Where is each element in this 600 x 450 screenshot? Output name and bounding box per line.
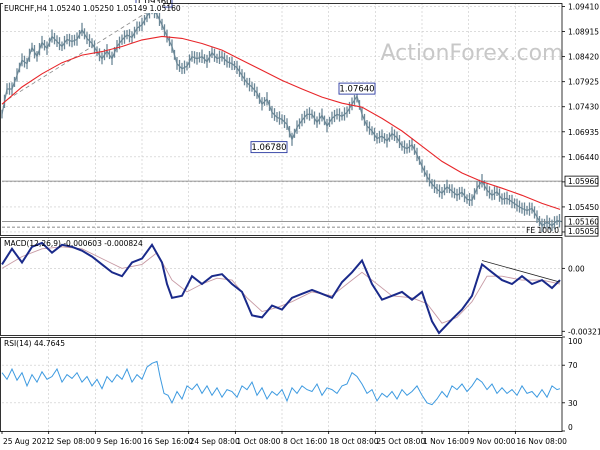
y-tick-label: 1.07430 <box>568 103 599 112</box>
price-label-text: 1.07640 <box>339 85 374 95</box>
x-tick-label: 1 Oct 08:00 <box>236 437 280 446</box>
y-tick-label: 30 <box>568 399 578 408</box>
x-tick-label: 1 Nov 16:00 <box>423 437 469 446</box>
x-tick-label: 25 Oct 08:00 <box>376 437 425 446</box>
price-panel-frame <box>0 3 563 236</box>
macd-panel: 0.00 -0.003211 MACD(12,26,9) -0.000603 -0.… <box>0 237 600 336</box>
x-tick-label: 8 Oct 16:00 <box>283 437 327 446</box>
y-tick-label: 1.06935 <box>568 128 599 137</box>
axis-price-tag-text: 1.05050 <box>568 227 599 236</box>
price-line <box>1 8 563 227</box>
rsi-panel-frame <box>0 337 563 432</box>
y-tick-label: 1.08420 <box>568 53 599 62</box>
rsi-header: RSI(14) 44.7645 <box>4 339 65 348</box>
macd-line <box>1 241 561 335</box>
moving-average-line <box>1 35 561 210</box>
price-label-box <box>338 82 376 95</box>
axis-price-tag-text: 1.05960 <box>568 177 599 186</box>
y-tick-label: 1.09410 <box>568 3 599 12</box>
axis-price-tag-text: 1.05160 <box>568 218 599 227</box>
macd-panel-frame <box>0 237 563 336</box>
y-tick-label: -0.003211 <box>568 327 600 336</box>
x-tick-label: 25 Aug 2021 <box>3 437 51 446</box>
symbol-header: EURCHF,H4 1.05240 1.05250 1.05149 1.0516… <box>4 4 181 13</box>
price-label-box <box>250 141 288 154</box>
divergence-line <box>481 260 561 283</box>
y-tick-label: 0 <box>568 423 573 432</box>
axis-price-tag <box>564 225 599 237</box>
x-tick-label: 24 Sep 08:00 <box>190 437 240 446</box>
axis-price-tag <box>564 175 599 187</box>
price-label-text: 1.06780 <box>251 143 286 153</box>
x-tick-label: 16 Sep 16:00 <box>143 437 193 446</box>
x-tick-label: 16 Nov 08:00 <box>516 437 567 446</box>
y-tick-label: 0.00 <box>568 264 585 273</box>
x-tick-label: 9 Sep 16:00 <box>96 437 142 446</box>
rsi-panel: 100 70 30 0 RSI(14) 44.7645 <box>0 336 583 432</box>
x-tick-label: 18 Oct 08:00 <box>330 437 379 446</box>
x-tick-label: 9 Nov 00:00 <box>470 437 516 446</box>
macd-header: MACD(12,26,9) -0.000603 -0.000824 <box>4 239 143 248</box>
macd-signal-line <box>1 246 561 324</box>
rsi-line <box>1 360 561 406</box>
fibonacci-annotation: FE 100.0 <box>526 226 559 235</box>
y-tick-label: 1.06440 <box>568 153 599 162</box>
header-bg <box>3 3 163 13</box>
y-tick-label: 1.05450 <box>568 203 599 212</box>
y-tick-label: 100 <box>568 337 583 346</box>
y-tick-label: 70 <box>568 361 578 370</box>
trend-line <box>7 8 153 100</box>
y-tick-label: 1.08915 <box>568 28 599 37</box>
y-tick-label: 1.07925 <box>568 78 599 87</box>
x-tick-label: 2 Sep 08:00 <box>50 437 96 446</box>
watermark: ActionForex.com <box>381 41 564 66</box>
price-panel: 1.09410 1.08915 1.08420 1.07925 1.07430 1.069… <box>0 0 599 237</box>
